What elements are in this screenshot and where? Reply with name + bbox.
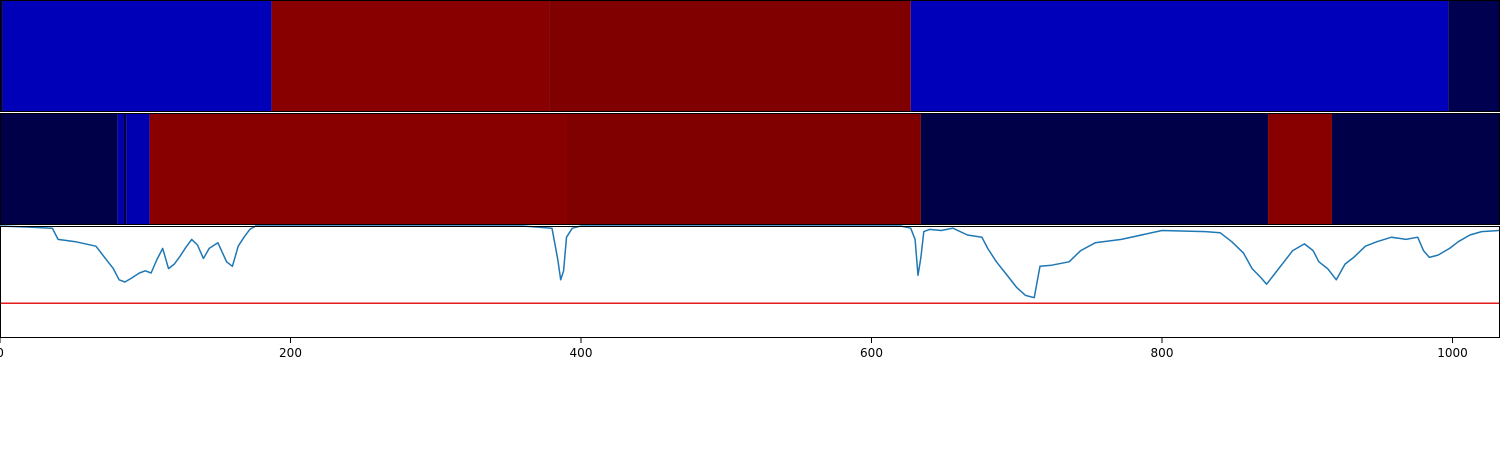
heatmap-cell-1-4 bbox=[910, 0, 1449, 112]
x-axis: 0 200 400 600 800 1000 bbox=[0, 338, 1468, 360]
x-tick-label-600: 600 bbox=[860, 346, 883, 360]
x-tick-label-1000: 1000 bbox=[1437, 346, 1468, 360]
heatmap-cell-2-2 bbox=[123, 113, 127, 225]
x-tick-label-400: 400 bbox=[570, 346, 593, 360]
heatmap-panel-2 bbox=[0, 113, 1500, 225]
heatmap-cell-1-5 bbox=[1448, 0, 1499, 112]
heatmap-cell-1-3 bbox=[549, 0, 911, 112]
line-panel bbox=[0, 225, 1500, 338]
line-panel-background bbox=[0, 226, 1500, 338]
heatmap-panel-1 bbox=[0, 0, 1500, 112]
heatmap-cell-2-8 bbox=[1331, 113, 1499, 225]
heatmap-cell-2-6 bbox=[920, 113, 1269, 225]
heatmap-cell-1-2 bbox=[271, 0, 550, 112]
heatmap-cell-2-0 bbox=[0, 113, 118, 225]
heatmap-cell-2-3 bbox=[126, 113, 150, 225]
heatmap-cell-1-0 bbox=[0, 0, 3, 112]
heatmap-cell-2-5 bbox=[566, 113, 921, 225]
heatmap-cell-2-1 bbox=[117, 113, 124, 225]
series-line-0 bbox=[0, 225, 1500, 299]
x-tick-label-0: 0 bbox=[0, 346, 4, 360]
x-tick-label-200: 200 bbox=[279, 346, 302, 360]
heatmap-cell-2-7 bbox=[1268, 113, 1332, 225]
heatmap-cell-2-4 bbox=[149, 113, 567, 225]
x-tick-label-800: 800 bbox=[1151, 346, 1174, 360]
heatmap-cell-1-1 bbox=[2, 0, 272, 112]
